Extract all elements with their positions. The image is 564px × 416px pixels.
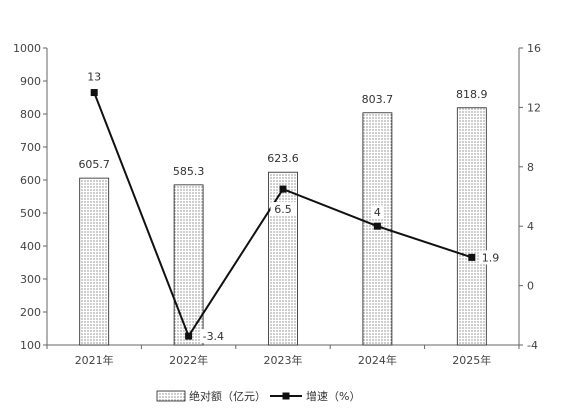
legend-line-label: 增速（%） bbox=[306, 389, 360, 403]
x-axis: 2021年 2022年 2023年 2024年 2025年 bbox=[46, 344, 520, 367]
bar-series bbox=[79, 107, 487, 346]
right-tick-label: -4 bbox=[527, 339, 538, 352]
bar-value-label: 585.3 bbox=[173, 165, 205, 178]
right-tick-label: 12 bbox=[527, 101, 541, 114]
bar bbox=[79, 177, 110, 346]
line-value-label: 13 bbox=[87, 71, 101, 84]
legend-bar-label: 绝对额（亿元） bbox=[189, 389, 266, 403]
right-y-axis: -4 0 4 8 12 16 bbox=[518, 42, 541, 352]
bar-value-label: 605.7 bbox=[78, 158, 110, 171]
right-tick-label: 4 bbox=[527, 220, 534, 233]
right-tick-label: 16 bbox=[527, 42, 541, 55]
legend: 绝对额（亿元） 增速（%） bbox=[156, 389, 360, 403]
line-value-label: 4 bbox=[374, 206, 381, 219]
left-tick-label: 100 bbox=[20, 339, 41, 352]
legend-line-marker bbox=[282, 392, 290, 400]
left-tick-label: 500 bbox=[20, 207, 41, 220]
line-value-label: 6.5 bbox=[274, 203, 292, 216]
left-tick-label: 600 bbox=[20, 174, 41, 187]
left-tick-label: 800 bbox=[20, 108, 41, 121]
x-tick-label: 2025年 bbox=[452, 353, 491, 367]
right-tick-label: 0 bbox=[527, 280, 534, 293]
x-tick-label: 2021年 bbox=[75, 353, 114, 367]
left-tick-label: 900 bbox=[20, 75, 41, 88]
line-point bbox=[185, 332, 193, 340]
line-point bbox=[279, 185, 287, 193]
left-tick-label: 200 bbox=[20, 306, 41, 319]
left-tick-label: 1000 bbox=[13, 42, 41, 55]
left-tick-label: 700 bbox=[20, 141, 41, 154]
left-tick-label: 400 bbox=[20, 240, 41, 253]
x-tick-label: 2023年 bbox=[264, 353, 303, 367]
bar bbox=[268, 171, 298, 346]
bar-value-label: 818.9 bbox=[456, 88, 488, 101]
line-value-label: -3.4 bbox=[203, 330, 224, 343]
line-value-label: 1.9 bbox=[482, 251, 500, 264]
line-label-bg bbox=[371, 205, 383, 220]
line-label-bg bbox=[270, 202, 296, 217]
bar bbox=[456, 107, 487, 346]
data-labels: 605.7 585.3 623.6 803.7 818.9 13 -3.4 6.5 4 1.9 bbox=[78, 69, 505, 344]
x-tick-label: 2022年 bbox=[169, 353, 208, 367]
line-point bbox=[468, 253, 476, 261]
x-tick-label: 2024年 bbox=[358, 353, 397, 367]
bar bbox=[173, 184, 204, 346]
bar-value-label: 623.6 bbox=[267, 152, 299, 165]
left-tick-label: 300 bbox=[20, 273, 41, 286]
line-series bbox=[90, 89, 476, 340]
bar-value-label: 803.7 bbox=[362, 93, 394, 106]
line-label-bg bbox=[85, 69, 104, 84]
line-point bbox=[90, 89, 98, 97]
line-label-bg bbox=[479, 250, 505, 265]
line-label-bg bbox=[200, 329, 233, 344]
right-tick-label: 8 bbox=[527, 161, 534, 174]
left-y-axis: 100 200 300 400 500 600 700 800 900 1000 bbox=[13, 42, 48, 352]
line-point bbox=[373, 222, 381, 230]
legend-bar-swatch bbox=[156, 390, 186, 402]
